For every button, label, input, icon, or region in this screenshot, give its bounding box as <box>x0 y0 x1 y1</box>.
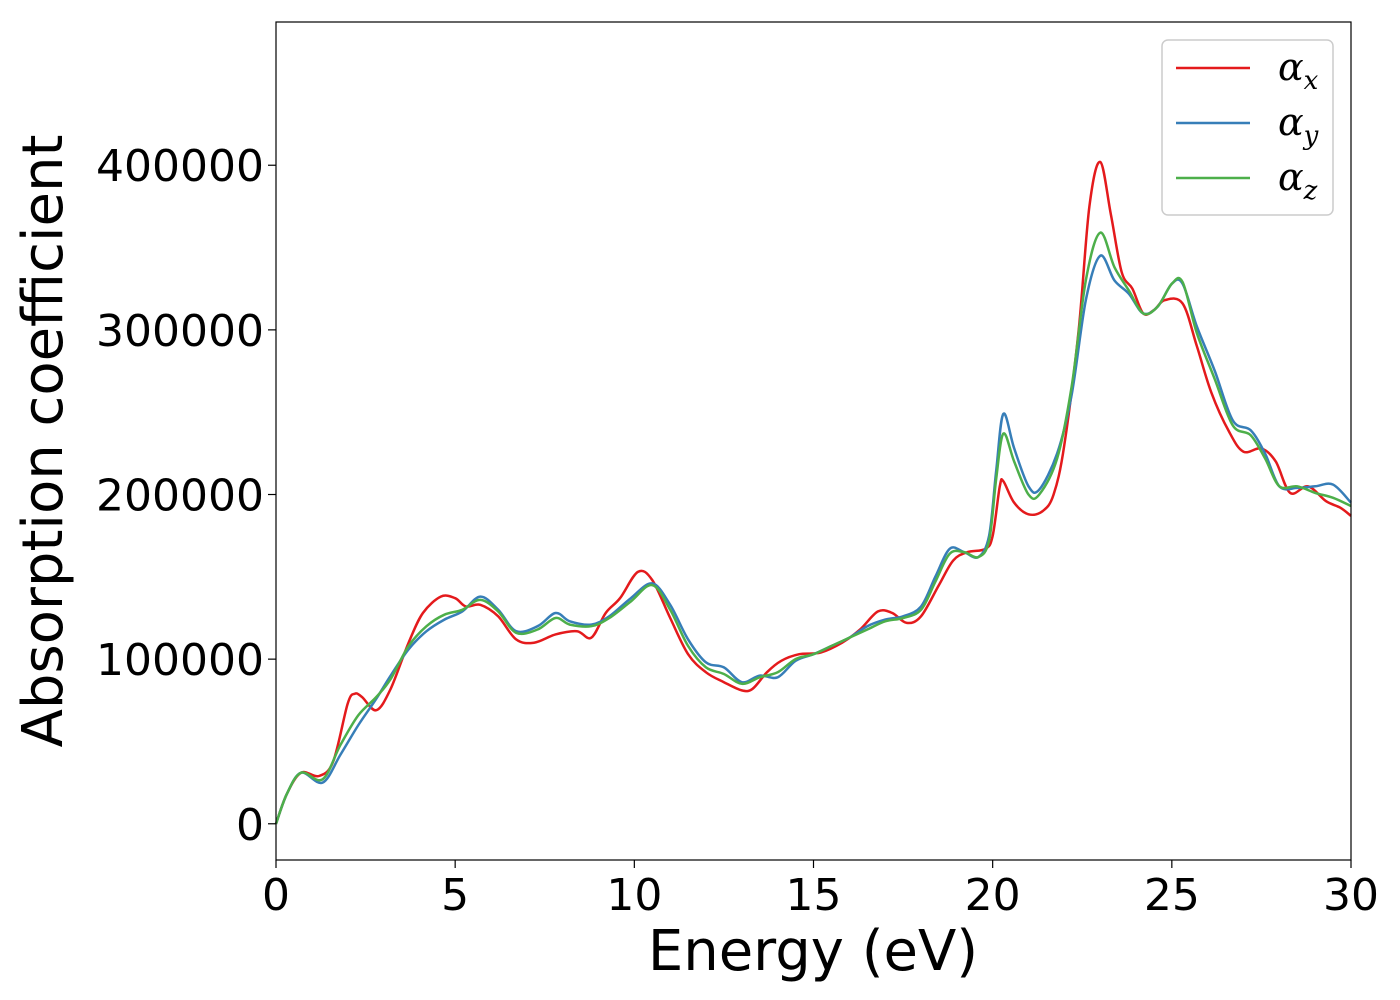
legend-label-y: αy <box>1278 100 1319 151</box>
x-tick-label: 15 <box>786 870 842 921</box>
y-tick-label: 300000 <box>96 306 264 357</box>
legend-box <box>1161 39 1334 216</box>
legend-label-x: αx <box>1278 45 1319 96</box>
x-tick-label: 5 <box>441 870 469 921</box>
x-tick-label: 10 <box>606 870 662 921</box>
x-axis: 0 5 10 15 20 25 30 <box>262 860 1379 921</box>
y-axis-label: Absorption coefficient <box>11 135 76 748</box>
y-tick-label: 100000 <box>96 635 264 686</box>
series-line-z <box>274 231 1352 825</box>
y-tick-label: 0 <box>236 800 264 851</box>
x-tick-label: 30 <box>1323 870 1379 921</box>
x-axis-label: Energy (eV) <box>648 919 978 984</box>
series-layer <box>274 160 1352 825</box>
x-tick-label: 25 <box>1144 870 1200 921</box>
x-tick-label: 0 <box>262 870 290 921</box>
y-axis: 0 100000 200000 300000 400000 <box>96 141 276 851</box>
legend-label-z: αz <box>1278 155 1318 206</box>
y-tick-label: 200000 <box>96 471 264 522</box>
y-tick-label: 400000 <box>96 141 264 192</box>
x-tick-label: 20 <box>965 870 1021 921</box>
